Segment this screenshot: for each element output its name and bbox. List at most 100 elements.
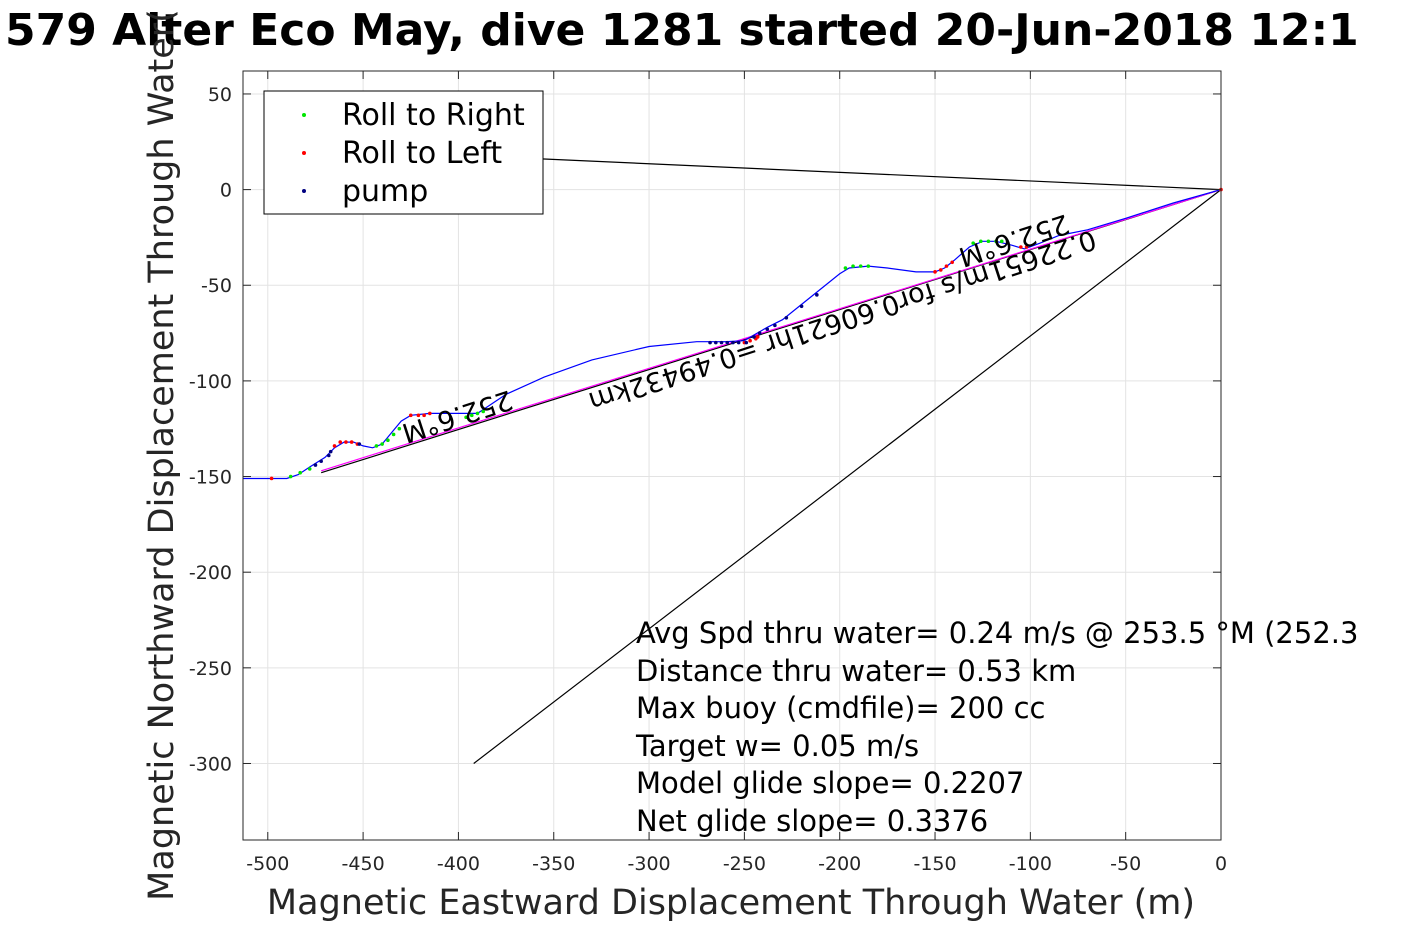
roll-left-point [349, 440, 354, 444]
pump-point [731, 340, 735, 345]
y-axis-label: Magnetic Northward Displacement Through … [142, 9, 182, 901]
y-tick-label: -250 [189, 658, 232, 680]
roll-right-point [397, 426, 402, 431]
roll-left-point [344, 440, 348, 444]
pump-point [799, 304, 804, 309]
roll-left-point [428, 411, 432, 416]
x-tick-label: -50 [1110, 853, 1141, 875]
x-tick-label: -250 [723, 853, 766, 875]
legend-label-pump: pump [342, 174, 428, 209]
legend: Roll to Right Roll to Left pump [263, 90, 544, 215]
roll-left-point [950, 260, 954, 265]
pump-point [784, 315, 789, 320]
dive-statistics: Avg Spd thru water= 0.24 m/s @ 253.5 °M … [635, 616, 1358, 838]
pump-point [326, 453, 331, 458]
y-tick-label: -200 [189, 562, 232, 584]
roll-right-point [978, 239, 983, 244]
legend-marker-roll-right [302, 113, 306, 117]
y-tick-label: 0 [220, 180, 232, 202]
roll-left-point [338, 440, 343, 444]
x-axis-label: Magnetic Eastward Displacement Through W… [267, 883, 1195, 923]
pump-point [752, 335, 756, 339]
pump-point [725, 340, 730, 345]
x-tick-label: -350 [532, 853, 575, 875]
pump-point [319, 459, 323, 464]
pump-point [757, 331, 762, 335]
pump-point [815, 293, 819, 297]
y-tick-label: 50 [208, 84, 232, 106]
plot-frame [242, 70, 1222, 841]
roll-left-point [944, 264, 949, 268]
roll-right-point [386, 438, 390, 442]
y-tick-labels: 50 0 -50 -100 -150 -200 -250 -300 [189, 84, 232, 776]
stat-target-w: Target w= 0.05 m/s [635, 729, 919, 763]
roll-right-point [298, 470, 302, 475]
roll-left-point [1019, 245, 1023, 249]
pump-point [773, 323, 777, 328]
legend-marker-roll-left [302, 151, 306, 155]
line-segment-to-legend [502, 156, 1222, 191]
pump-point [765, 327, 770, 332]
roll-right-point [851, 264, 855, 268]
pump-point [357, 442, 362, 446]
stat-distance: Distance thru water= 0.53 km [636, 654, 1076, 688]
x-tick-label: 0 [1215, 853, 1227, 875]
legend-box [263, 90, 544, 215]
roll-left-point [938, 268, 943, 272]
line-depth-average-current [473, 189, 1222, 764]
y-tick-label: -100 [189, 371, 232, 393]
roll-right-point [481, 409, 486, 414]
pump-point [328, 449, 333, 454]
chart-title: 579 Alter Eco May, dive 1281 started 20-… [5, 5, 1359, 56]
legend-marker-pump [302, 189, 306, 193]
roll-right-point [475, 411, 480, 416]
roll-left-point [755, 335, 760, 339]
x-tick-label: -500 [246, 853, 289, 875]
roll-left-point [933, 270, 937, 274]
annotation-2: 252.6°M [398, 383, 516, 448]
stat-avg-speed: Avg Spd thru water= 0.24 m/s @ 253.5 °M … [636, 616, 1358, 650]
roll-left-point [416, 413, 421, 418]
x-tick-label: -400 [437, 853, 480, 875]
roll-left-point [408, 413, 413, 418]
legend-label-roll-left: Roll to Left [342, 136, 502, 171]
pump-point [713, 340, 718, 345]
roll-right-point [380, 442, 384, 446]
x-tick-label: -300 [628, 853, 671, 875]
roll-left-point [422, 413, 426, 418]
legend-label-roll-right: Roll to Right [342, 98, 525, 133]
roll-right-point [288, 474, 293, 479]
roll-right-point [464, 415, 468, 420]
roll-right-point [999, 239, 1004, 244]
markers [269, 187, 1223, 481]
roll-right-point [307, 467, 312, 471]
x-tick-label: -200 [818, 853, 861, 875]
pump-point [744, 340, 749, 345]
stat-net-glide-slope: Net glide slope= 0.3376 [636, 804, 988, 838]
y-tick-label: -150 [189, 467, 232, 489]
roll-right-point [994, 239, 998, 244]
stat-max-buoy: Max buoy (cmdfile)= 200 cc [636, 691, 1045, 725]
pump-point [708, 340, 712, 345]
axes [242, 70, 1222, 841]
roll-right-point [469, 413, 474, 418]
pump-point [313, 463, 318, 467]
x-tick-label: -100 [1009, 853, 1052, 875]
roll-right-point [971, 241, 975, 245]
x-tick-label: -450 [342, 853, 385, 875]
roll-right-point [374, 444, 379, 448]
y-tick-label: -300 [189, 753, 232, 775]
line-model-track [321, 189, 1222, 472]
roll-left-point [748, 338, 752, 343]
x-tick-labels: -500 -450 -400 -350 -300 -250 -200 -150 -100 -50 0 [246, 853, 1227, 875]
reference-lines [321, 156, 1222, 764]
roll-right-point [843, 266, 848, 270]
pump-point [736, 340, 741, 345]
roll-right-point [866, 264, 871, 268]
roll-left-point [269, 476, 274, 481]
roll-left-point [332, 444, 337, 448]
roll-left-point [1024, 245, 1029, 249]
annotations: 252.6°M 0.22651m/s for0.60621hr =0.49432k… [398, 207, 1100, 448]
roll-right-point [858, 264, 863, 268]
